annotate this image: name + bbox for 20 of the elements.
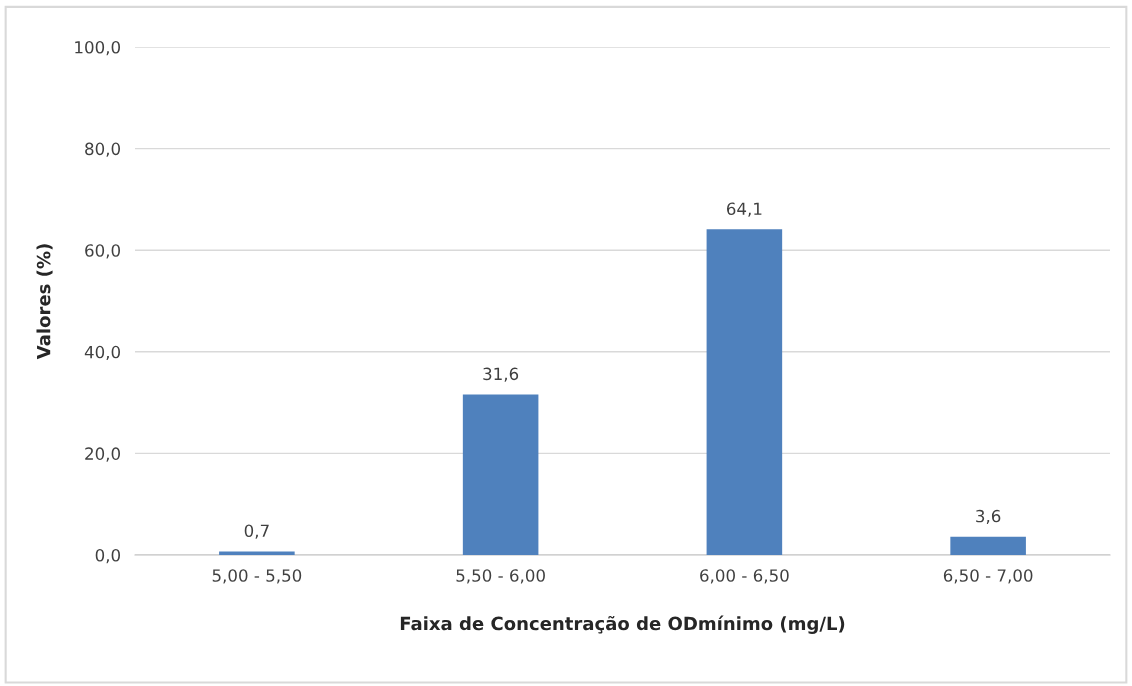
x-tick-label: 6,50 - 7,00 — [943, 569, 1033, 584]
data-label: 3,6 — [976, 509, 1001, 525]
y-tick-label: 20,0 — [85, 447, 120, 462]
data-label: 0,7 — [244, 524, 269, 539]
x-tick-label: 6,00 - 6,50 — [700, 569, 789, 584]
bar — [219, 551, 295, 555]
y-tick-label: 0,0 — [95, 548, 121, 564]
bar — [462, 394, 539, 555]
data-label: 31,6 — [483, 367, 519, 382]
y-tick-label: 60,0 — [85, 244, 120, 259]
bar — [950, 536, 1026, 555]
x-tick-label: 5,00 - 5,50 — [212, 569, 302, 584]
x-tick-label: 5,50 - 6,00 — [456, 569, 545, 584]
data-label: 64,1 — [726, 202, 762, 217]
x-axis-title: Faixa de Concentração de ODmínimo (mg/L) — [400, 615, 845, 634]
bar — [706, 229, 783, 555]
y-tick-label: 40,0 — [84, 345, 120, 361]
y-tick-label: 80,0 — [85, 142, 120, 157]
y-tick-label: 100,0 — [75, 40, 120, 56]
y-axis-title: Valores (%) — [36, 244, 53, 360]
